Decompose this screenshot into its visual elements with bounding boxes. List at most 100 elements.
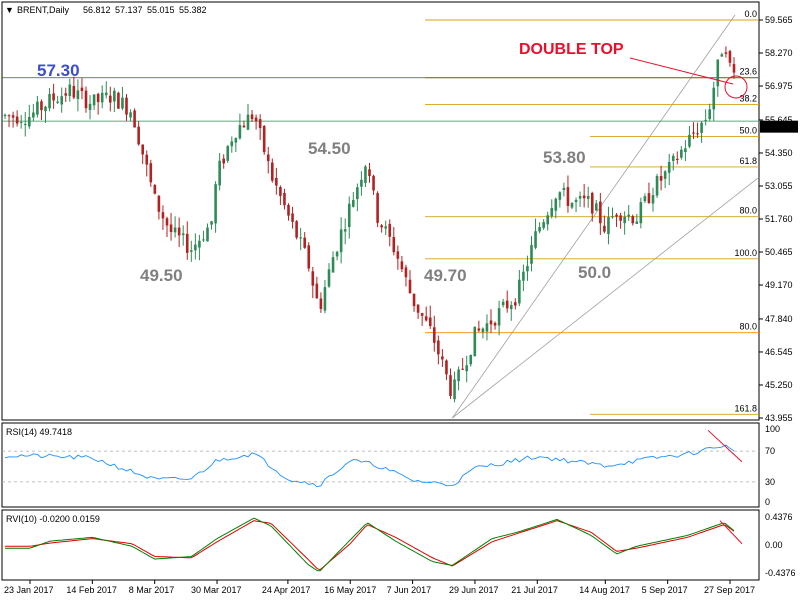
rsi-axis-label: 100 [765,424,780,434]
candle-body [84,90,88,109]
candle-body [15,116,19,124]
candle-body [125,97,128,115]
candle-body [96,93,100,103]
candle-body [68,84,72,97]
rsi-axis-label: 0 [765,497,770,507]
candle-body [295,221,298,238]
time-axis-label: 14 Aug 2017 [579,585,630,595]
annotation-label: 57.30 [37,61,80,80]
candle-body [194,244,197,251]
candle-body [704,119,707,121]
candle-body [327,269,331,287]
time-axis-label: 7 Jun 2017 [387,585,432,595]
candle-body [7,115,11,117]
candle-body [615,214,618,217]
candle-body [60,96,63,105]
candle-body [473,326,477,357]
candle-body [234,138,238,143]
candle-body [514,302,517,306]
candle-body [250,114,254,120]
candle-body [36,101,39,115]
candle-body [692,132,695,134]
annotation-label: DOUBLE TOP [519,41,624,58]
candle-body [218,160,221,186]
rvi-panel-frame [1,509,760,581]
candle-body [287,204,290,216]
time-axis-label: 16 May 2017 [324,585,376,595]
rsi-axis-label: 30 [765,477,775,487]
candle-body [509,305,513,310]
price-axis-label: 58.270 [765,48,793,58]
candle-body [19,122,23,124]
fib-level-label: 0.0 [744,9,757,19]
rvi-title: RVI(10) -0.0200 0.0159 [6,514,100,524]
candle-body [688,134,691,147]
candle-body [129,112,132,118]
annotation-label: 53.80 [543,148,586,167]
candle-body [157,195,161,212]
candle-body [595,203,598,211]
candle-body [133,110,136,128]
candle-body [198,240,201,248]
candle-body [522,271,525,281]
candle-body [177,227,181,236]
candle-body [88,103,92,110]
time-axis-label: 14 Feb 2017 [66,585,117,595]
candle-body [360,179,363,187]
candle-body [153,185,157,194]
candle-body [254,117,258,122]
candle-body [566,187,570,206]
candle-body [185,233,189,253]
candle-body [117,92,120,109]
candle-body [603,225,606,232]
candle-body [311,271,315,286]
candle-body [28,116,31,127]
candle-body [226,146,230,161]
channel-lower-line [452,176,760,419]
price-axis-label: 56.975 [765,81,793,91]
candle-body [3,114,7,117]
candle-body [181,233,185,236]
candle-body [206,227,209,242]
candle-body [104,92,108,96]
candle-body [712,87,716,110]
candle-body [279,187,282,196]
candle-body [307,245,311,269]
candle-body [424,316,428,321]
price-axis: 59.565 58.270 56.975 55.645 54.350 53.055 51.7… [759,15,798,423]
current-price-label: 55.382 [763,122,791,132]
rvi-divergence-line [719,520,743,545]
horizontal-lines [2,77,759,122]
rsi-divergence-line [707,429,743,463]
fib-level-label: 38.2 [739,94,757,104]
candle-body [534,231,537,248]
candle-body [246,114,250,130]
candle-body [505,300,509,309]
price-axis-label: 54.350 [765,148,793,158]
candle-body [696,133,699,135]
price-axis-label: 49.170 [765,280,793,290]
candle-body [732,64,736,73]
candle-body [578,196,582,199]
candle-body [137,126,140,145]
candle-body [445,360,448,375]
time-axis-label: 27 Sep 2017 [704,585,755,595]
candle-body [526,265,529,272]
candle-body [230,141,234,147]
price-axis-label: 59.565 [765,15,793,25]
candle-body [639,202,643,224]
candle-body [611,216,614,218]
candle-body [550,208,554,217]
fib-level-label: 23.6 [739,67,757,77]
candle-body [659,175,663,181]
fib-level-label: 61.8 [739,156,757,166]
ohlc-open: 56.812 [83,5,111,15]
candle-body [400,261,404,270]
candle-body [671,155,675,161]
candle-body [647,193,651,203]
candles [3,46,736,403]
candle-body [392,237,396,253]
candle-body [501,301,505,306]
candle-body [141,144,144,155]
candle-body [364,166,367,183]
